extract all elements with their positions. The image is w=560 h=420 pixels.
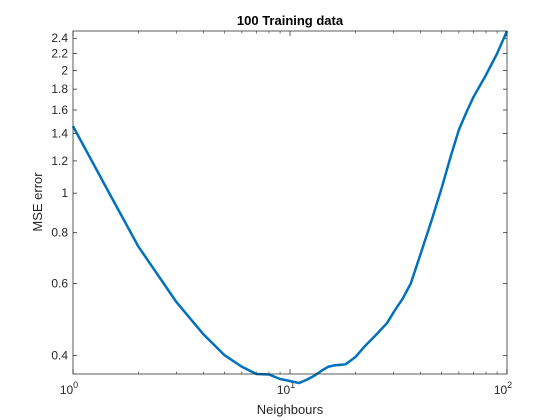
x-tick-label-base: 10 (277, 383, 291, 397)
x-tick-label-base: 10 (60, 383, 74, 397)
y-axis-label: MSE error (30, 172, 45, 232)
y-tick-label: 2.2 (51, 47, 68, 61)
x-axis-label: Neighbours (257, 402, 324, 417)
y-tick-label: 0.8 (51, 226, 68, 240)
y-tick-label: 1 (61, 186, 68, 200)
plot-frame (72, 30, 508, 375)
y-tick-label: 1.2 (51, 154, 68, 168)
y-tick-label: 0.4 (51, 348, 68, 362)
y-tick-label: 2 (61, 63, 68, 77)
x-tick-label: 100 (60, 380, 78, 397)
series-line (71, 30, 509, 385)
x-tick-label-exponent: 1 (290, 380, 295, 390)
x-tick-label: 102 (494, 380, 512, 397)
y-tick-label: 0.6 (51, 277, 68, 291)
x-axis-ticks: 100 101 102 (60, 31, 512, 397)
x-tick-label-base: 10 (494, 383, 508, 397)
plot-area (73, 31, 507, 374)
y-tick-label: 1.8 (51, 82, 68, 96)
x-tick-label-exponent: 0 (73, 380, 78, 390)
y-tick-label: 2.4 (51, 31, 68, 45)
chart-title: 100 Training data (237, 13, 344, 28)
y-axis-ticks: 0.4 0.6 0.8 1 1.2 1.4 1.6 1.8 2 2.2 2.4 (51, 31, 507, 362)
y-tick-label: 1.4 (51, 127, 68, 141)
x-tick-label-exponent: 2 (507, 380, 512, 390)
y-tick-label: 1.6 (51, 103, 68, 117)
x-tick-label: 101 (277, 380, 295, 397)
